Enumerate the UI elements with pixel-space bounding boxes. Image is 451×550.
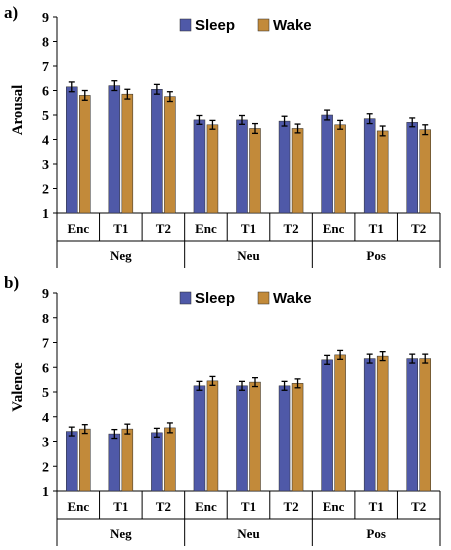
y-tick-label: 5: [42, 109, 49, 124]
sleep-bar: [108, 433, 121, 492]
sleep-bar: [193, 385, 206, 492]
x-category-label: T1: [369, 499, 384, 514]
x-category-label: T2: [411, 221, 426, 236]
x-category-label: T2: [283, 221, 298, 236]
y-tick-label: 6: [42, 85, 49, 100]
x-group-label: Pos: [366, 526, 386, 541]
wake-bar: [249, 128, 261, 214]
y-tick-label: 7: [42, 337, 49, 352]
x-category-label: Enc: [195, 221, 217, 236]
x-category-label: T2: [156, 499, 171, 514]
sleep-bar: [363, 118, 376, 214]
x-category-label: T1: [113, 499, 128, 514]
sleep-bar: [66, 431, 78, 492]
x-category-label: T2: [411, 499, 426, 514]
x-group-label: Neg: [110, 526, 132, 541]
chart-panel-b: b) 1 2 3 4 5 6 7 8 9 Valence Enc T1 T2 Enc T1 T2 Enc T1 T2 N…: [4, 273, 441, 546]
sleep-bar: [363, 358, 376, 492]
legend-swatch-sleep: [179, 18, 192, 32]
x-category-label: T1: [369, 221, 384, 236]
sleep-bar: [108, 85, 121, 214]
x-category-label: T2: [156, 221, 171, 236]
wake-bar: [164, 427, 176, 492]
wake-bar: [419, 358, 431, 492]
x-category-label: Enc: [323, 221, 345, 236]
sleep-bar: [321, 359, 333, 492]
wake-bar: [334, 354, 346, 492]
y-tick-label: 6: [42, 361, 49, 376]
wake-bar: [121, 93, 134, 214]
wake-bar: [206, 380, 219, 492]
legend-label: Sleep: [195, 290, 235, 307]
y-tick-label: 4: [42, 411, 49, 426]
wake-bar: [164, 96, 176, 214]
legend: Sleep Wake: [179, 290, 312, 307]
wake-bar: [291, 128, 304, 214]
panel-label: a): [4, 3, 18, 22]
wake-bar: [121, 428, 134, 492]
y-tick-label: 8: [42, 312, 49, 327]
sleep-bar: [236, 119, 248, 214]
y-tick-label: 9: [42, 11, 49, 26]
wake-bar: [419, 129, 431, 214]
legend-label: Sleep: [195, 17, 235, 34]
y-tick-label: 2: [42, 183, 49, 198]
x-group-label: Neu: [237, 526, 259, 541]
x-category-label: Enc: [67, 499, 89, 514]
legend-label: Wake: [273, 290, 312, 307]
y-tick-label: 3: [42, 158, 49, 173]
y-tick-label: 3: [42, 436, 49, 451]
x-group-label: Neu: [237, 248, 259, 263]
sleep-bar: [278, 385, 291, 492]
y-tick-label: 2: [42, 460, 49, 475]
wake-bar: [206, 124, 219, 214]
sleep-bar: [66, 86, 78, 214]
y-tick-label: 7: [42, 60, 49, 75]
legend: Sleep Wake: [179, 17, 312, 34]
wake-bar: [376, 130, 389, 214]
y-tick-label: 5: [42, 386, 49, 401]
wake-bar: [79, 428, 91, 492]
wake-bar: [79, 95, 91, 214]
x-category-label: Enc: [67, 221, 89, 236]
legend-swatch-wake: [257, 18, 270, 32]
sleep-bar: [406, 122, 418, 214]
sleep-bar: [151, 89, 163, 214]
x-category-label: T1: [241, 221, 256, 236]
x-category-label: Enc: [195, 499, 217, 514]
legend-swatch-wake: [257, 291, 270, 305]
legend-swatch-sleep: [179, 291, 192, 305]
sleep-bar: [151, 432, 163, 492]
wake-bar: [291, 383, 304, 492]
y-axis-title: Valence: [10, 362, 26, 412]
x-category-label: T1: [113, 221, 128, 236]
y-axis-title: Arousal: [10, 85, 26, 136]
wake-bar: [334, 124, 346, 214]
x-group-label: Pos: [366, 248, 386, 263]
y-tick-label: 8: [42, 36, 49, 51]
legend-label: Wake: [273, 17, 312, 34]
x-category-label: T1: [241, 499, 256, 514]
sleep-bar: [278, 120, 291, 214]
x-category-label: Enc: [323, 499, 345, 514]
sleep-bar: [236, 385, 248, 492]
x-category-label: T2: [283, 499, 298, 514]
y-tick-label: 4: [42, 134, 49, 149]
y-tick-label: 1: [42, 485, 49, 500]
y-tick-label: 1: [42, 207, 49, 222]
chart-panel-a: a) 1 2 3 4 5 6 7 8 9 Arousal Enc T1 T2 Enc T1 T2 Enc T1 T2 N…: [4, 3, 441, 268]
wake-bar: [249, 381, 261, 492]
sleep-bar: [193, 119, 206, 214]
y-tick-label: 9: [42, 287, 49, 302]
sleep-bar: [321, 114, 333, 214]
sleep-bar: [406, 358, 418, 492]
wake-bar: [376, 355, 389, 492]
x-group-label: Neg: [110, 248, 132, 263]
panel-label: b): [4, 273, 19, 292]
